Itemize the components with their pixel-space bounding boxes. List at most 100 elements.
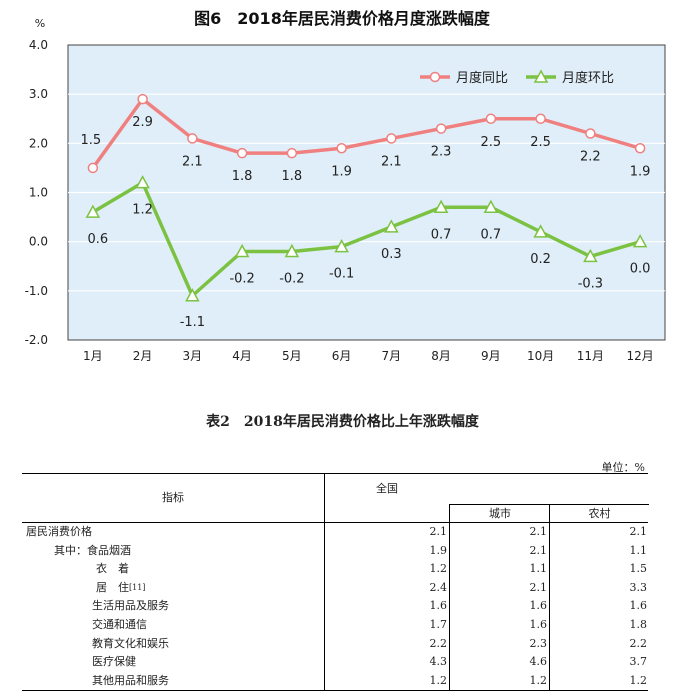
row-indicator-text: 其他用品和服务	[92, 673, 169, 687]
table-row: 其中：食品烟酒 1.9 2.1 1.1	[22, 542, 648, 561]
row-indicator-text: 居民消费价格	[26, 525, 92, 538]
cell-city: 2.3	[529, 636, 548, 650]
cell-rural: 1.8	[629, 617, 648, 631]
y-tick-label: -2.0	[25, 333, 48, 347]
data-label: 2.3	[431, 145, 452, 160]
data-point	[334, 239, 349, 253]
footnote-marker: [11]	[129, 582, 146, 592]
x-tick-label: 1月	[83, 349, 103, 363]
data-point	[234, 243, 250, 258]
row-indicator-text: 其中：食品烟酒	[54, 543, 131, 557]
y-axis-ticks: 4.0 3.0 2.0 1.0 0.0 -1.0 -2.0	[25, 38, 48, 347]
data-label: -0.3	[578, 276, 603, 291]
data-point	[433, 199, 449, 213]
table-row: 生活用品及服务 1.6 1.6 1.6	[22, 597, 648, 616]
table-row: 居 住[11] 2.4 2.1 3.3	[22, 579, 648, 598]
data-point	[535, 113, 546, 124]
cell-national: 1.9	[429, 543, 448, 557]
data-label: 2.5	[530, 135, 551, 150]
data-label: 1.9	[630, 164, 651, 179]
row-indicator: 教育文化和娱乐	[92, 635, 169, 654]
row-indicator-text: 教育文化和娱乐	[92, 636, 169, 650]
table-row: 教育文化和娱乐 2.2 2.3 2.2	[22, 635, 648, 654]
row-indicator-text: 交通和通信	[92, 617, 147, 631]
row-indicator-text: 医疗保健	[92, 655, 136, 669]
data-label: 1.8	[232, 169, 253, 184]
data-point	[284, 243, 300, 258]
cell-rural: 2.1	[629, 525, 648, 538]
data-label: 1.2	[132, 203, 153, 218]
cell-national: 1.6	[429, 599, 448, 613]
y-tick-label: 2.0	[29, 136, 48, 150]
table-row: 医疗保健 4.3 4.6 3.7	[22, 653, 648, 672]
data-point	[483, 199, 499, 213]
row-indicator-text: 生活用品及服务	[92, 599, 169, 613]
header-city: 城市	[449, 504, 550, 523]
x-tick-label: 12月	[626, 349, 653, 363]
x-tick-label: 10月	[527, 349, 554, 363]
cell-city: 2.1	[529, 580, 548, 594]
data-point	[435, 123, 447, 134]
x-tick-label: 6月	[332, 349, 352, 363]
x-tick-label: 8月	[431, 349, 451, 363]
data-label: -0.2	[229, 272, 254, 287]
row-indicator: 居 住[11]	[96, 579, 145, 598]
cell-rural: 3.3	[629, 580, 648, 594]
data-point	[135, 175, 150, 189]
cell-city: 2.1	[529, 525, 548, 538]
cell-national: 4.3	[429, 655, 448, 669]
cpi-table: 指标 全国 城市 农村 居民消费价格 2.1 2.1 2.1 其中：食品烟酒 1.9 2.1…	[22, 473, 649, 692]
y-tick-label: 0.0	[29, 235, 48, 249]
data-point	[632, 234, 648, 248]
row-indicator: 生活用品及服务	[92, 597, 169, 616]
data-point	[137, 93, 148, 105]
data-point	[384, 219, 399, 233]
row-indicator: 其他用品和服务	[92, 672, 169, 691]
header-national: 全国	[376, 482, 398, 495]
data-point	[386, 133, 397, 144]
x-tick-label: 2月	[133, 349, 153, 363]
y-tick-label: -1.0	[25, 284, 48, 298]
row-indicator: 医疗保健	[92, 653, 136, 672]
cell-national: 1.2	[429, 673, 448, 687]
data-point	[583, 248, 598, 263]
cell-national: 1.2	[429, 562, 448, 576]
cell-city: 1.6	[529, 599, 548, 613]
legend-label: 月度环比	[562, 70, 614, 86]
data-label: 2.5	[481, 135, 502, 150]
cell-rural: 1.5	[629, 562, 648, 576]
x-tick-label: 5月	[282, 349, 302, 363]
x-tick-label: 7月	[382, 349, 402, 363]
data-point	[585, 128, 596, 139]
cell-rural: 1.1	[629, 543, 648, 557]
x-axis-ticks: 1月 2月 3月 4月 5月 6月 7月 8月 9月 10月 11月 12月	[83, 349, 654, 363]
cell-city: 1.1	[529, 562, 548, 576]
data-label: 2.1	[182, 154, 203, 169]
row-indicator: 交通和通信	[92, 616, 147, 635]
cell-city: 1.6	[529, 617, 548, 631]
data-label: 1.9	[331, 164, 352, 179]
series-2: 0.6 1.2 -1.1 -0.2 -0.2 -0.1 0.3 0.7 0.7 0.2 -0.3 0.…	[85, 175, 650, 330]
legend: 月度同比 月度环比	[420, 69, 614, 86]
data-point	[533, 224, 548, 238]
cpi-monthly-line-chart: 图6 2018年居民消费价格月度涨跌幅度 % 4.0 3.0 2.0 1.0 0.0 -1…	[25, 9, 666, 363]
table-title: 表2 2018年居民消费价格比上年涨跌幅度	[206, 414, 479, 430]
data-label: 1.5	[81, 133, 102, 148]
cell-national: 2.2	[429, 636, 448, 650]
x-tick-label: 9月	[481, 349, 501, 363]
row-indicator: 居民消费价格	[26, 523, 92, 542]
y-tick-label: 4.0	[29, 38, 48, 52]
header-indicator: 指标	[22, 474, 325, 522]
data-label: 0.6	[88, 232, 109, 247]
data-label: 1.8	[282, 169, 303, 184]
data-point	[185, 288, 200, 302]
table-header: 指标 全国 城市 农村	[22, 473, 649, 523]
cell-city: 1.2	[529, 673, 548, 687]
cell-national: 2.1	[429, 525, 448, 538]
header-rural: 农村	[549, 504, 649, 523]
data-label: 2.9	[132, 115, 153, 130]
table-row: 交通和通信 1.7 1.6 1.8	[22, 616, 648, 635]
row-indicator-text: 衣 着	[96, 562, 129, 576]
y-tick-label: 3.0	[29, 87, 48, 101]
table-row: 居民消费价格 2.1 2.1 2.1	[22, 523, 648, 542]
